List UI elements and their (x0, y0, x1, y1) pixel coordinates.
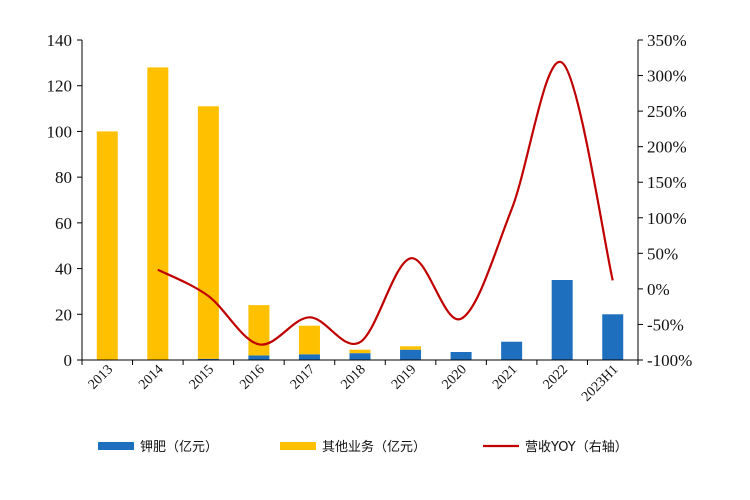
bar-other-2016 (248, 305, 270, 356)
left-tick-label: 40 (55, 260, 72, 279)
bar-other-2015 (197, 106, 219, 359)
right-tick-label: 100% (647, 209, 687, 228)
bars-layer (96, 67, 624, 360)
bar-other-2018 (349, 349, 371, 354)
legend: 钾肥（亿元） 其他业务（亿元） 营收YOY（右轴） (98, 439, 628, 455)
left-tick-label: 60 (55, 214, 72, 233)
bar-other-2019 (400, 346, 422, 350)
x-tick-label: 2015 (187, 362, 217, 392)
bar-potash-2017 (298, 354, 320, 360)
right-tick-label: 350% (647, 31, 687, 50)
left-tick-label: 140 (47, 31, 73, 50)
bar-potash-2015 (197, 358, 219, 360)
x-tick-label: 2022 (541, 362, 571, 392)
bar-potash-2022 (551, 280, 573, 360)
bar-other-2014 (147, 67, 169, 360)
legend-other-swatch (280, 442, 316, 450)
x-tick-label: 2013 (86, 362, 116, 392)
left-tick-label: 20 (55, 305, 72, 324)
right-tick-label: 250% (647, 102, 687, 121)
x-tick-label: 2019 (389, 362, 419, 392)
right-tick-label: -100% (647, 351, 692, 370)
left-tick-label: 0 (64, 351, 73, 370)
x-tick-label: 2014 (136, 362, 166, 392)
legend-potash-label: 钾肥（亿元） (140, 440, 218, 455)
bar-potash-2019 (400, 349, 422, 360)
bar-potash-2018 (349, 353, 371, 360)
left-tick-label: 100 (47, 122, 73, 141)
bar-other-2013 (96, 131, 118, 360)
x-tick-label: 2020 (440, 362, 470, 392)
yoy-line (157, 60, 614, 346)
legend-yoy-label: 营收YOY（右轴） (525, 440, 628, 455)
x-tick-label: 2016 (237, 362, 267, 392)
bar-potash-2023H1 (602, 314, 624, 360)
bar-potash-2016 (248, 355, 270, 360)
bar-potash-2021 (501, 341, 523, 360)
right-tick-label: 0% (647, 280, 670, 299)
right-tick-label: 200% (647, 138, 687, 157)
left-tick-label: 80 (55, 168, 72, 187)
x-tick-label: 2023H1 (579, 362, 622, 405)
bar-potash-2020 (450, 352, 472, 360)
x-tick-label: 2017 (288, 362, 318, 392)
axes-layer: 0 20 40 60 80 100 120 140 -100% -50% 0% 50% 100% 150%… (47, 31, 693, 405)
bar-other-2017 (298, 325, 320, 355)
x-tick-label: 2018 (338, 362, 368, 392)
legend-other-label: 其他业务（亿元） (322, 439, 426, 455)
left-tick-label: 120 (47, 77, 73, 96)
right-tick-label: 50% (647, 244, 678, 263)
right-tick-label: 150% (647, 173, 687, 192)
legend-potash-swatch (98, 442, 134, 450)
right-tick-label: -50% (647, 315, 684, 334)
yoy-line-layer (157, 60, 614, 346)
x-tick-label: 2021 (490, 362, 520, 392)
right-tick-label: 300% (647, 67, 687, 86)
